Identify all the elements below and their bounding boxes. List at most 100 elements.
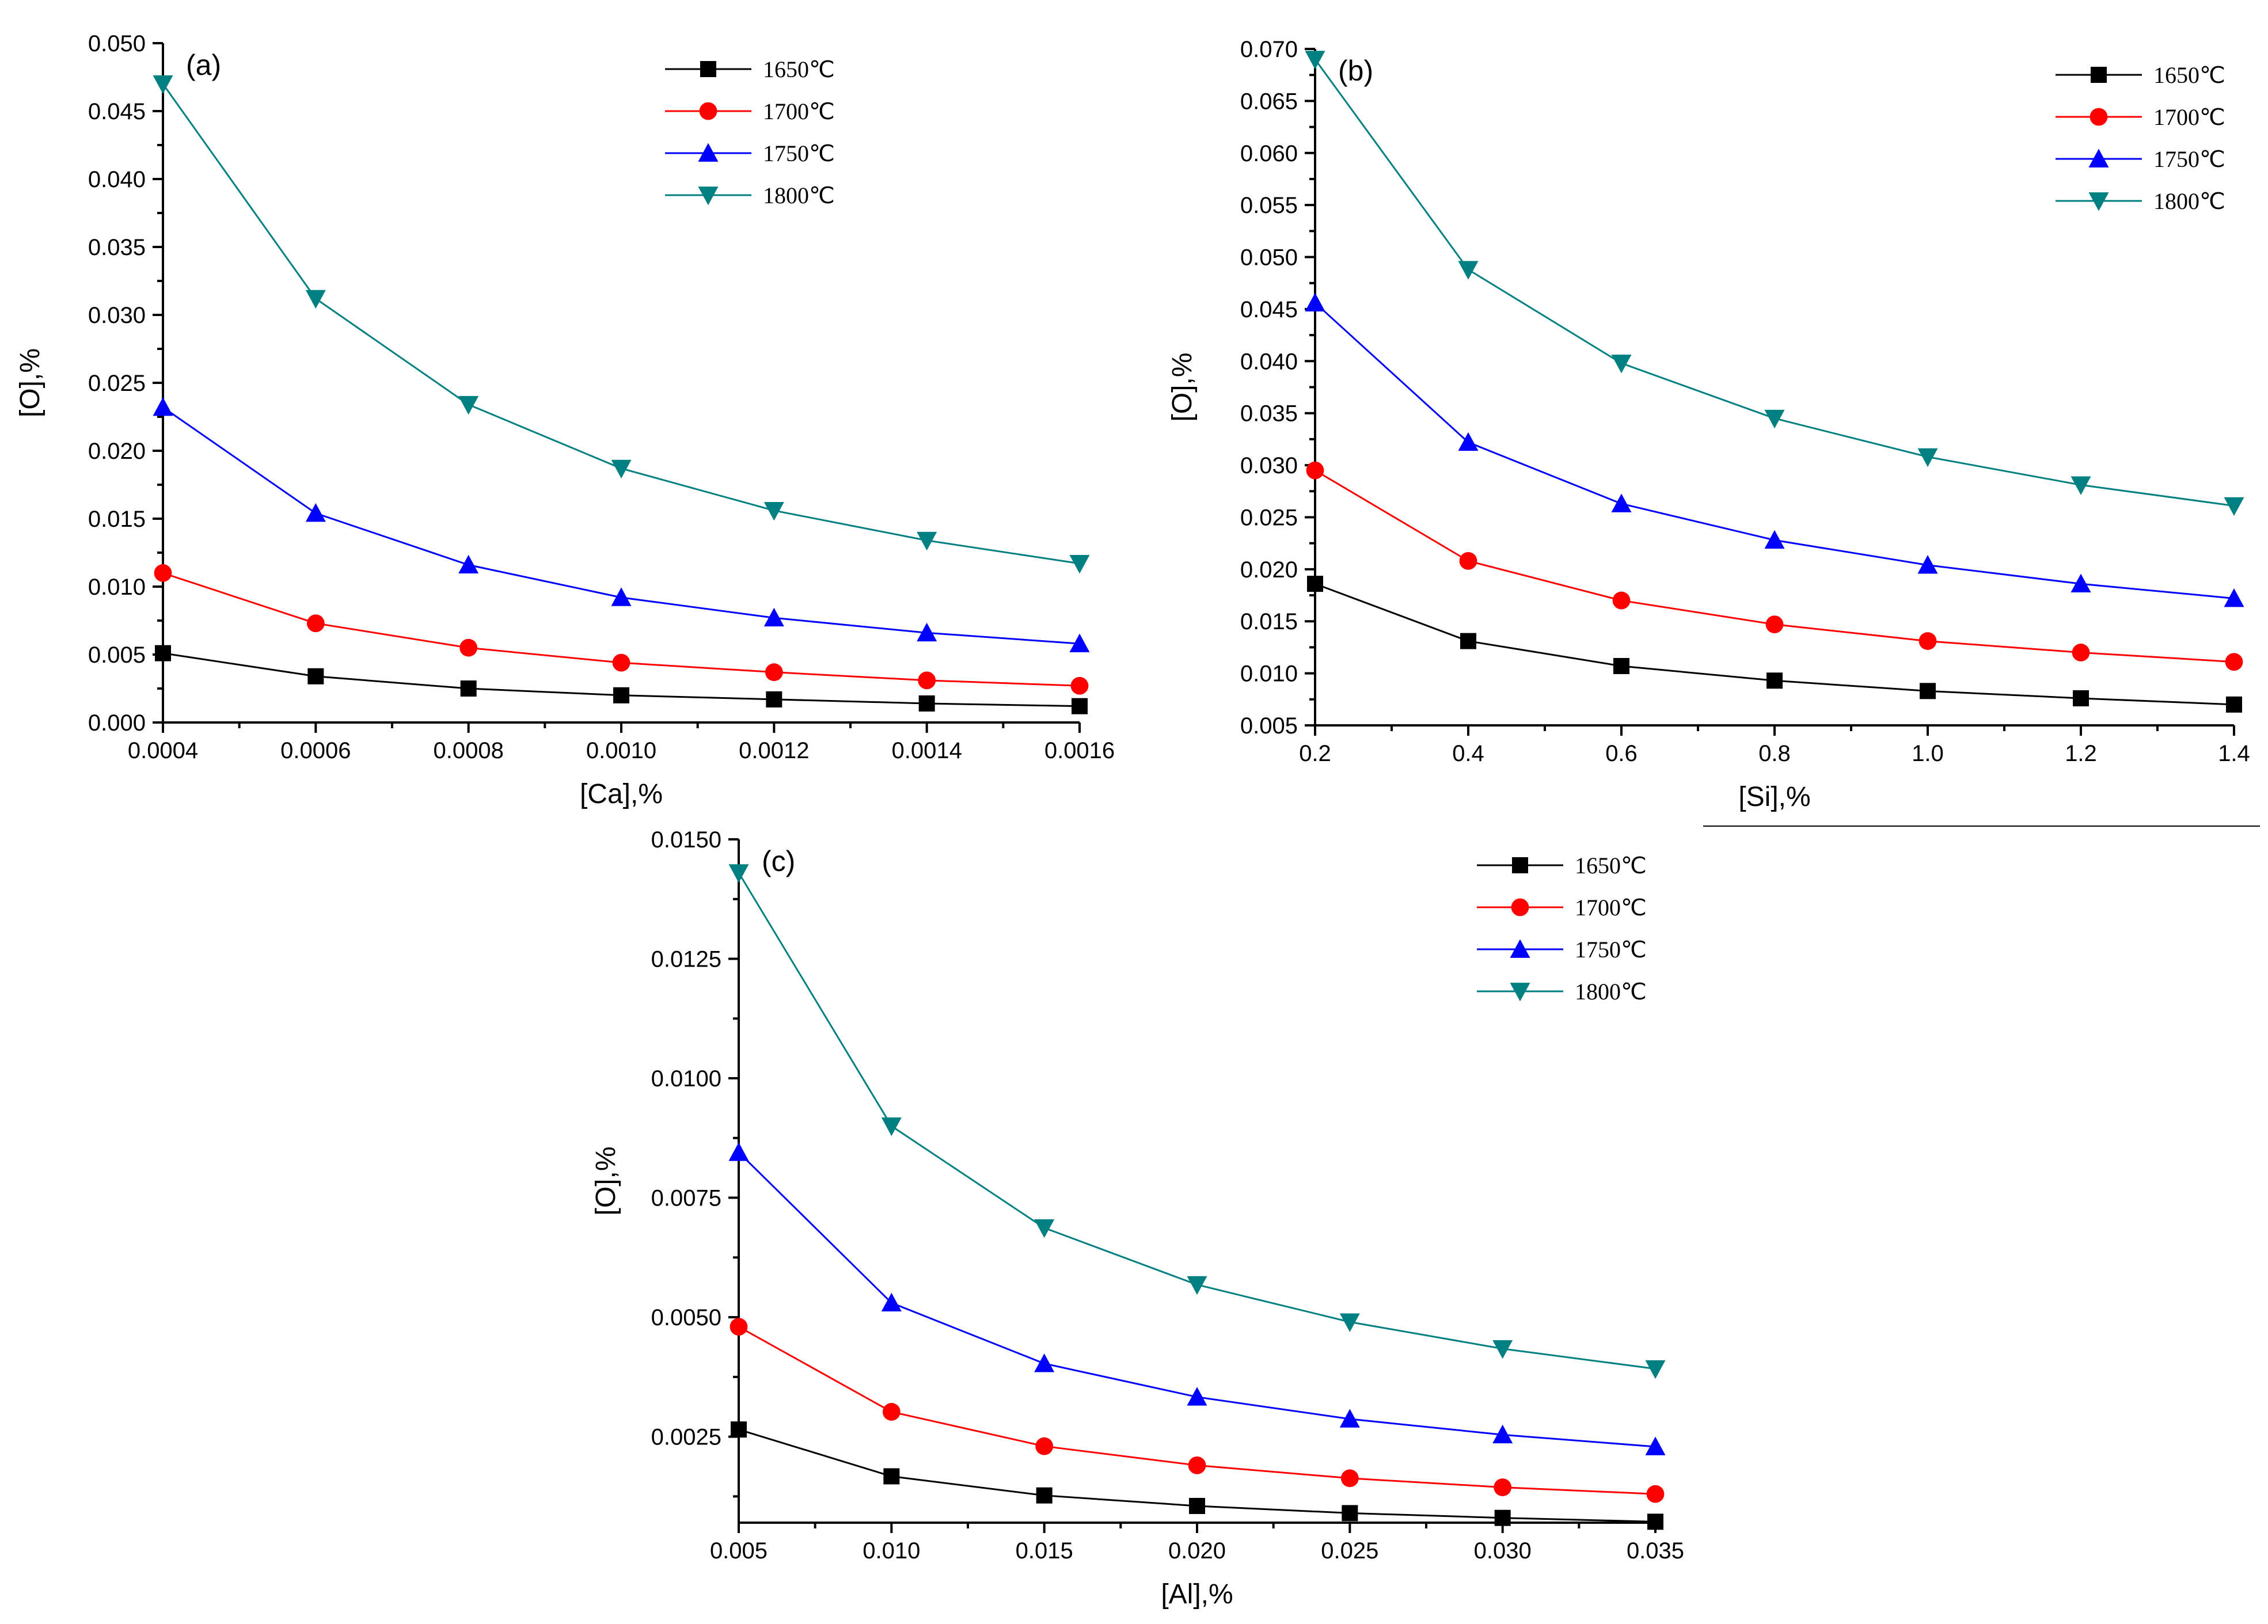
data-point	[1458, 261, 1479, 280]
data-point	[1764, 530, 1785, 549]
y-tick-label: 0.055	[1240, 193, 1298, 218]
x-tick-label: 0.0014	[891, 738, 962, 763]
data-point	[1188, 1456, 1206, 1474]
x-tick-label: 1.0	[1912, 741, 1944, 766]
y-tick-label: 0.0100	[651, 1066, 721, 1091]
data-point	[917, 622, 937, 642]
y-tick-label: 0.070	[1240, 37, 1298, 62]
data-point	[1765, 615, 1784, 634]
data-point	[1069, 633, 1090, 652]
data-point	[1646, 1485, 1665, 1503]
data-point	[1645, 1436, 1666, 1455]
data-point	[1339, 1313, 1360, 1332]
data-point	[1459, 552, 1477, 570]
legend-marker	[698, 187, 719, 206]
legend-label: 1750℃	[763, 140, 835, 166]
data-point	[459, 638, 478, 657]
data-point	[458, 554, 479, 574]
y-tick-label: 0.015	[1240, 609, 1298, 634]
panel-label: (a)	[186, 49, 221, 81]
data-point	[731, 1421, 747, 1438]
y-tick-label: 0.050	[1240, 245, 1298, 271]
axes-frame	[738, 839, 1655, 1524]
data-point	[1494, 1478, 1512, 1496]
legend-marker	[2088, 192, 2109, 211]
legend-item: 1750℃	[1477, 937, 1647, 963]
x-tick-label: 0.4	[1452, 741, 1484, 766]
data-point	[2226, 696, 2242, 713]
data-point	[1917, 555, 1938, 574]
legend-label: 1750℃	[2153, 146, 2225, 172]
y-tick-label: 0.010	[1240, 661, 1298, 687]
legend: 1650℃ 1700℃ 1750℃ 1800℃	[1477, 853, 1647, 1005]
y-tick-label: 0.025	[1240, 505, 1298, 530]
legend-label: 1650℃	[763, 56, 835, 82]
series-1750℃	[153, 397, 1090, 652]
chart-panel-b: 0.2 0.4 0.6 0.8 1.0 1.2 1.4 0.005 0.010 0.015 0.02…	[1167, 37, 2250, 812]
data-point	[1917, 448, 1938, 467]
data-point	[306, 614, 325, 633]
data-point	[2071, 573, 2091, 593]
data-point	[307, 668, 324, 684]
data-point	[1764, 409, 1785, 429]
data-point	[1492, 1340, 1513, 1359]
series-1650℃	[1307, 576, 2242, 713]
y-tick-label: 0.020	[88, 439, 146, 464]
y-tick-label: 0.060	[1240, 141, 1298, 166]
series-line	[162, 83, 1080, 565]
x-tick-label: 0.0004	[128, 738, 198, 763]
legend-marker	[2088, 149, 2109, 168]
data-point	[305, 503, 326, 522]
data-point	[1458, 432, 1479, 451]
data-point	[1189, 1497, 1205, 1514]
data-point	[613, 687, 629, 703]
data-point	[305, 290, 326, 309]
x-tick-label: 0.0012	[739, 738, 809, 763]
panel-label: (b)	[1338, 55, 1373, 87]
legend-item: 1800℃	[1477, 979, 1647, 1005]
data-point	[2224, 588, 2244, 607]
data-point	[1305, 51, 1325, 70]
x-tick-label: 0.0006	[280, 738, 351, 763]
legend-marker	[1510, 983, 1530, 1002]
data-point	[917, 531, 937, 551]
data-point	[918, 695, 935, 712]
x-tick-label: 0.6	[1605, 741, 1638, 766]
data-point	[883, 1468, 900, 1485]
x-tick-label: 0.020	[1168, 1538, 1226, 1564]
y-tick-label: 0.030	[88, 303, 146, 328]
legend-label: 1750℃	[1575, 937, 1647, 963]
legend-item: 1700℃	[2056, 104, 2225, 130]
data-point	[728, 1142, 749, 1161]
x-tick-label: 0.030	[1474, 1538, 1532, 1564]
data-point	[763, 501, 784, 521]
data-point	[1611, 355, 1632, 374]
legend-item: 1800℃	[665, 182, 835, 208]
data-point	[2073, 690, 2089, 706]
x-tick-label: 0.010	[863, 1538, 920, 1564]
x-axis-title: [Ca],%	[580, 779, 663, 809]
data-point	[458, 395, 479, 415]
data-point	[611, 587, 632, 606]
legend-label: 1700℃	[1575, 895, 1647, 921]
panel-label: (c)	[762, 845, 795, 877]
legend-marker	[1510, 939, 1530, 958]
y-tick-label: 0.000	[88, 710, 146, 736]
series-1700℃	[1306, 461, 2243, 671]
data-point	[881, 1117, 902, 1136]
data-point	[2225, 653, 2243, 671]
y-tick-label: 0.050	[88, 31, 146, 56]
x-tick-label: 0.025	[1321, 1538, 1378, 1564]
data-point	[1305, 292, 1325, 311]
y-tick-label: 0.0050	[651, 1305, 721, 1330]
y-tick-label: 0.040	[88, 167, 146, 192]
y-tick-label: 0.045	[88, 99, 146, 124]
y-tick-label: 0.035	[1240, 401, 1298, 427]
y-tick-label: 0.015	[88, 507, 146, 532]
series-1650℃	[731, 1421, 1663, 1530]
data-point	[1342, 1505, 1358, 1522]
y-tick-label: 0.005	[88, 642, 146, 668]
legend-label: 1650℃	[1575, 853, 1647, 878]
legend-label: 1800℃	[2153, 188, 2225, 214]
